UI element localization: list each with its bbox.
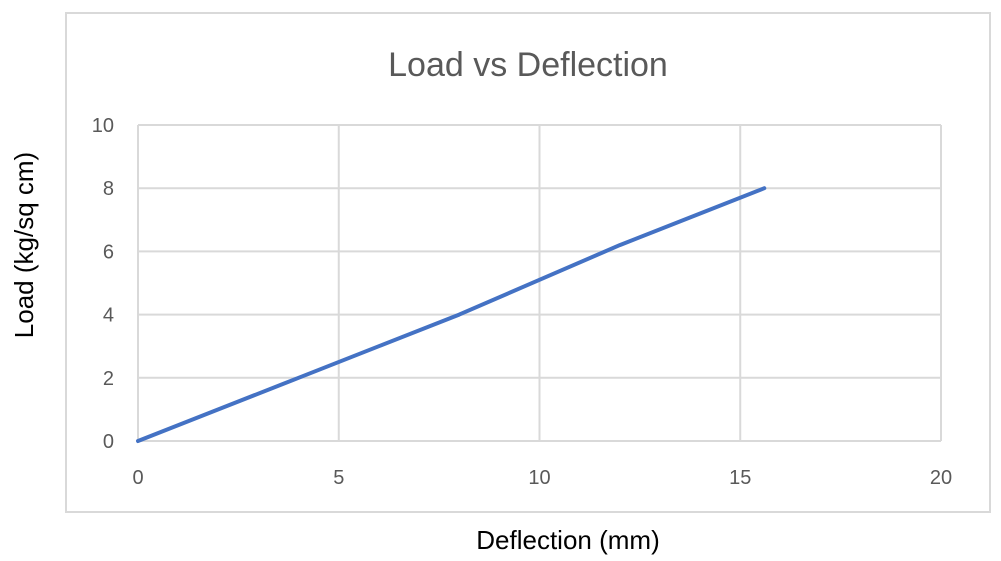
y-tick-label: 2 [103,368,114,390]
x-tick-label: 5 [333,467,344,489]
x-tick-label: 15 [729,467,751,489]
x-tick-label: 10 [528,467,550,489]
x-tick-label: 20 [930,467,952,489]
series-line [136,186,767,443]
y-tick-label: 4 [103,305,114,327]
y-tick-label: 10 [92,115,114,137]
y-tick-label: 0 [103,431,114,453]
tick-labels: 0 5 10 15 20 0 2 4 6 8 10 [92,115,952,489]
series-layer [136,186,767,443]
gridlines [137,124,942,442]
y-axis-title: Load (kg/sq cm) [9,152,39,338]
x-tick-label: 0 [132,467,143,489]
chart-frame [65,12,991,513]
y-tick-label: 8 [103,178,114,200]
chart-title: Load vs Deflection [388,46,668,84]
x-axis-title: Deflection (mm) [476,525,659,555]
y-tick-label: 6 [103,241,114,263]
